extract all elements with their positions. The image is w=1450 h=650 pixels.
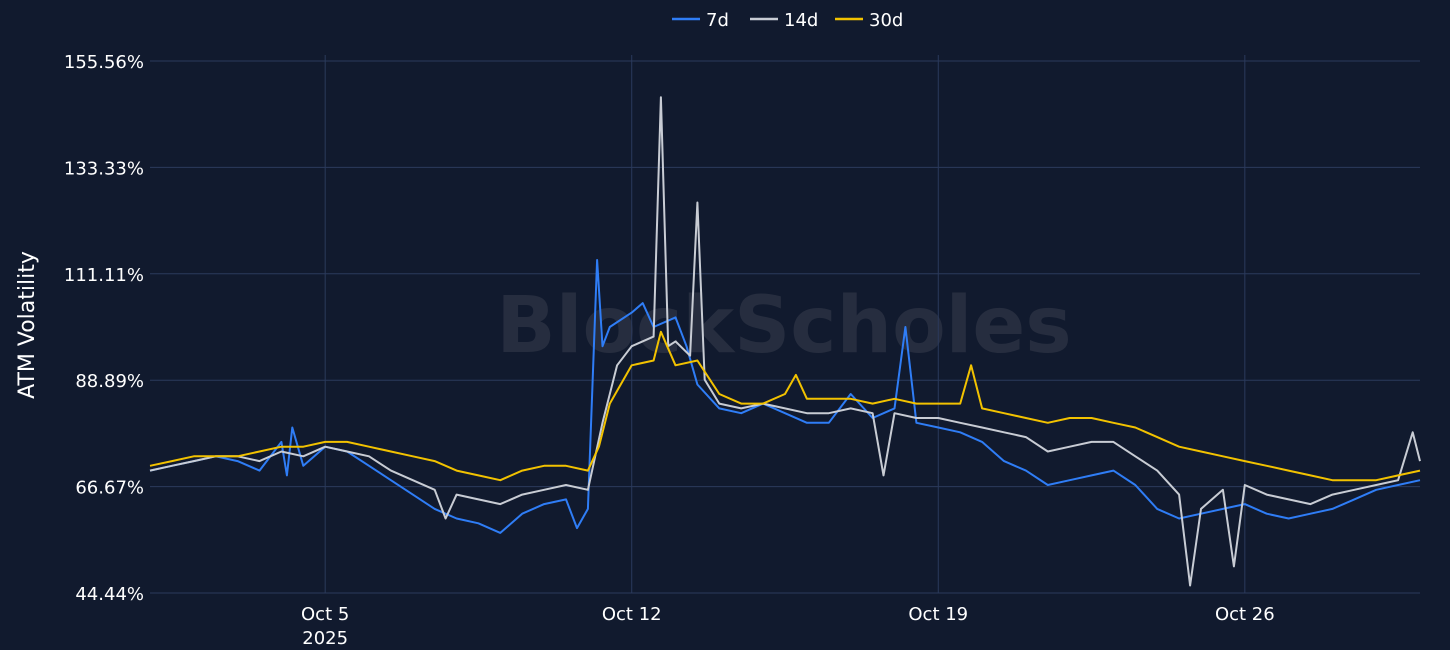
- x-tick-label: Oct 5: [301, 604, 349, 625]
- x-tick-label: Oct 19: [908, 604, 968, 625]
- y-axis-ticks: 44.44% 66.67% 88.89% 111.11% 133.33% 155.56%: [64, 52, 144, 605]
- y-axis-title: ATM Volatility: [15, 251, 40, 399]
- watermark-text: BlockScholes: [496, 281, 1071, 371]
- x-tick-label: Oct 12: [602, 604, 662, 625]
- legend-item-14d[interactable]: 14d: [750, 10, 818, 31]
- y-tick-label: 44.44%: [75, 584, 144, 605]
- y-tick-label: 155.56%: [64, 52, 144, 73]
- x-tick-sublabel: 2025: [302, 628, 348, 649]
- series-line-30d: [149, 330, 1421, 482]
- y-tick-label: 66.67%: [75, 478, 144, 499]
- x-tick-label: Oct 26: [1215, 604, 1275, 625]
- legend-label: 14d: [784, 10, 818, 31]
- watermark: BlockScholes: [496, 281, 1071, 371]
- series-lines: [149, 96, 1421, 587]
- legend-label: 30d: [869, 10, 903, 31]
- legend-item-7d[interactable]: 7d: [672, 10, 729, 31]
- y-tick-label: 88.89%: [75, 371, 144, 392]
- x-axis-ticks: Oct 5 2025 Oct 12 Oct 19 Oct 26: [301, 604, 1275, 649]
- y-tick-label: 111.11%: [64, 265, 144, 286]
- legend[interactable]: 7d 14d 30d: [672, 10, 903, 31]
- legend-label: 7d: [706, 10, 729, 31]
- y-tick-label: 133.33%: [64, 158, 144, 179]
- legend-item-30d[interactable]: 30d: [835, 10, 903, 31]
